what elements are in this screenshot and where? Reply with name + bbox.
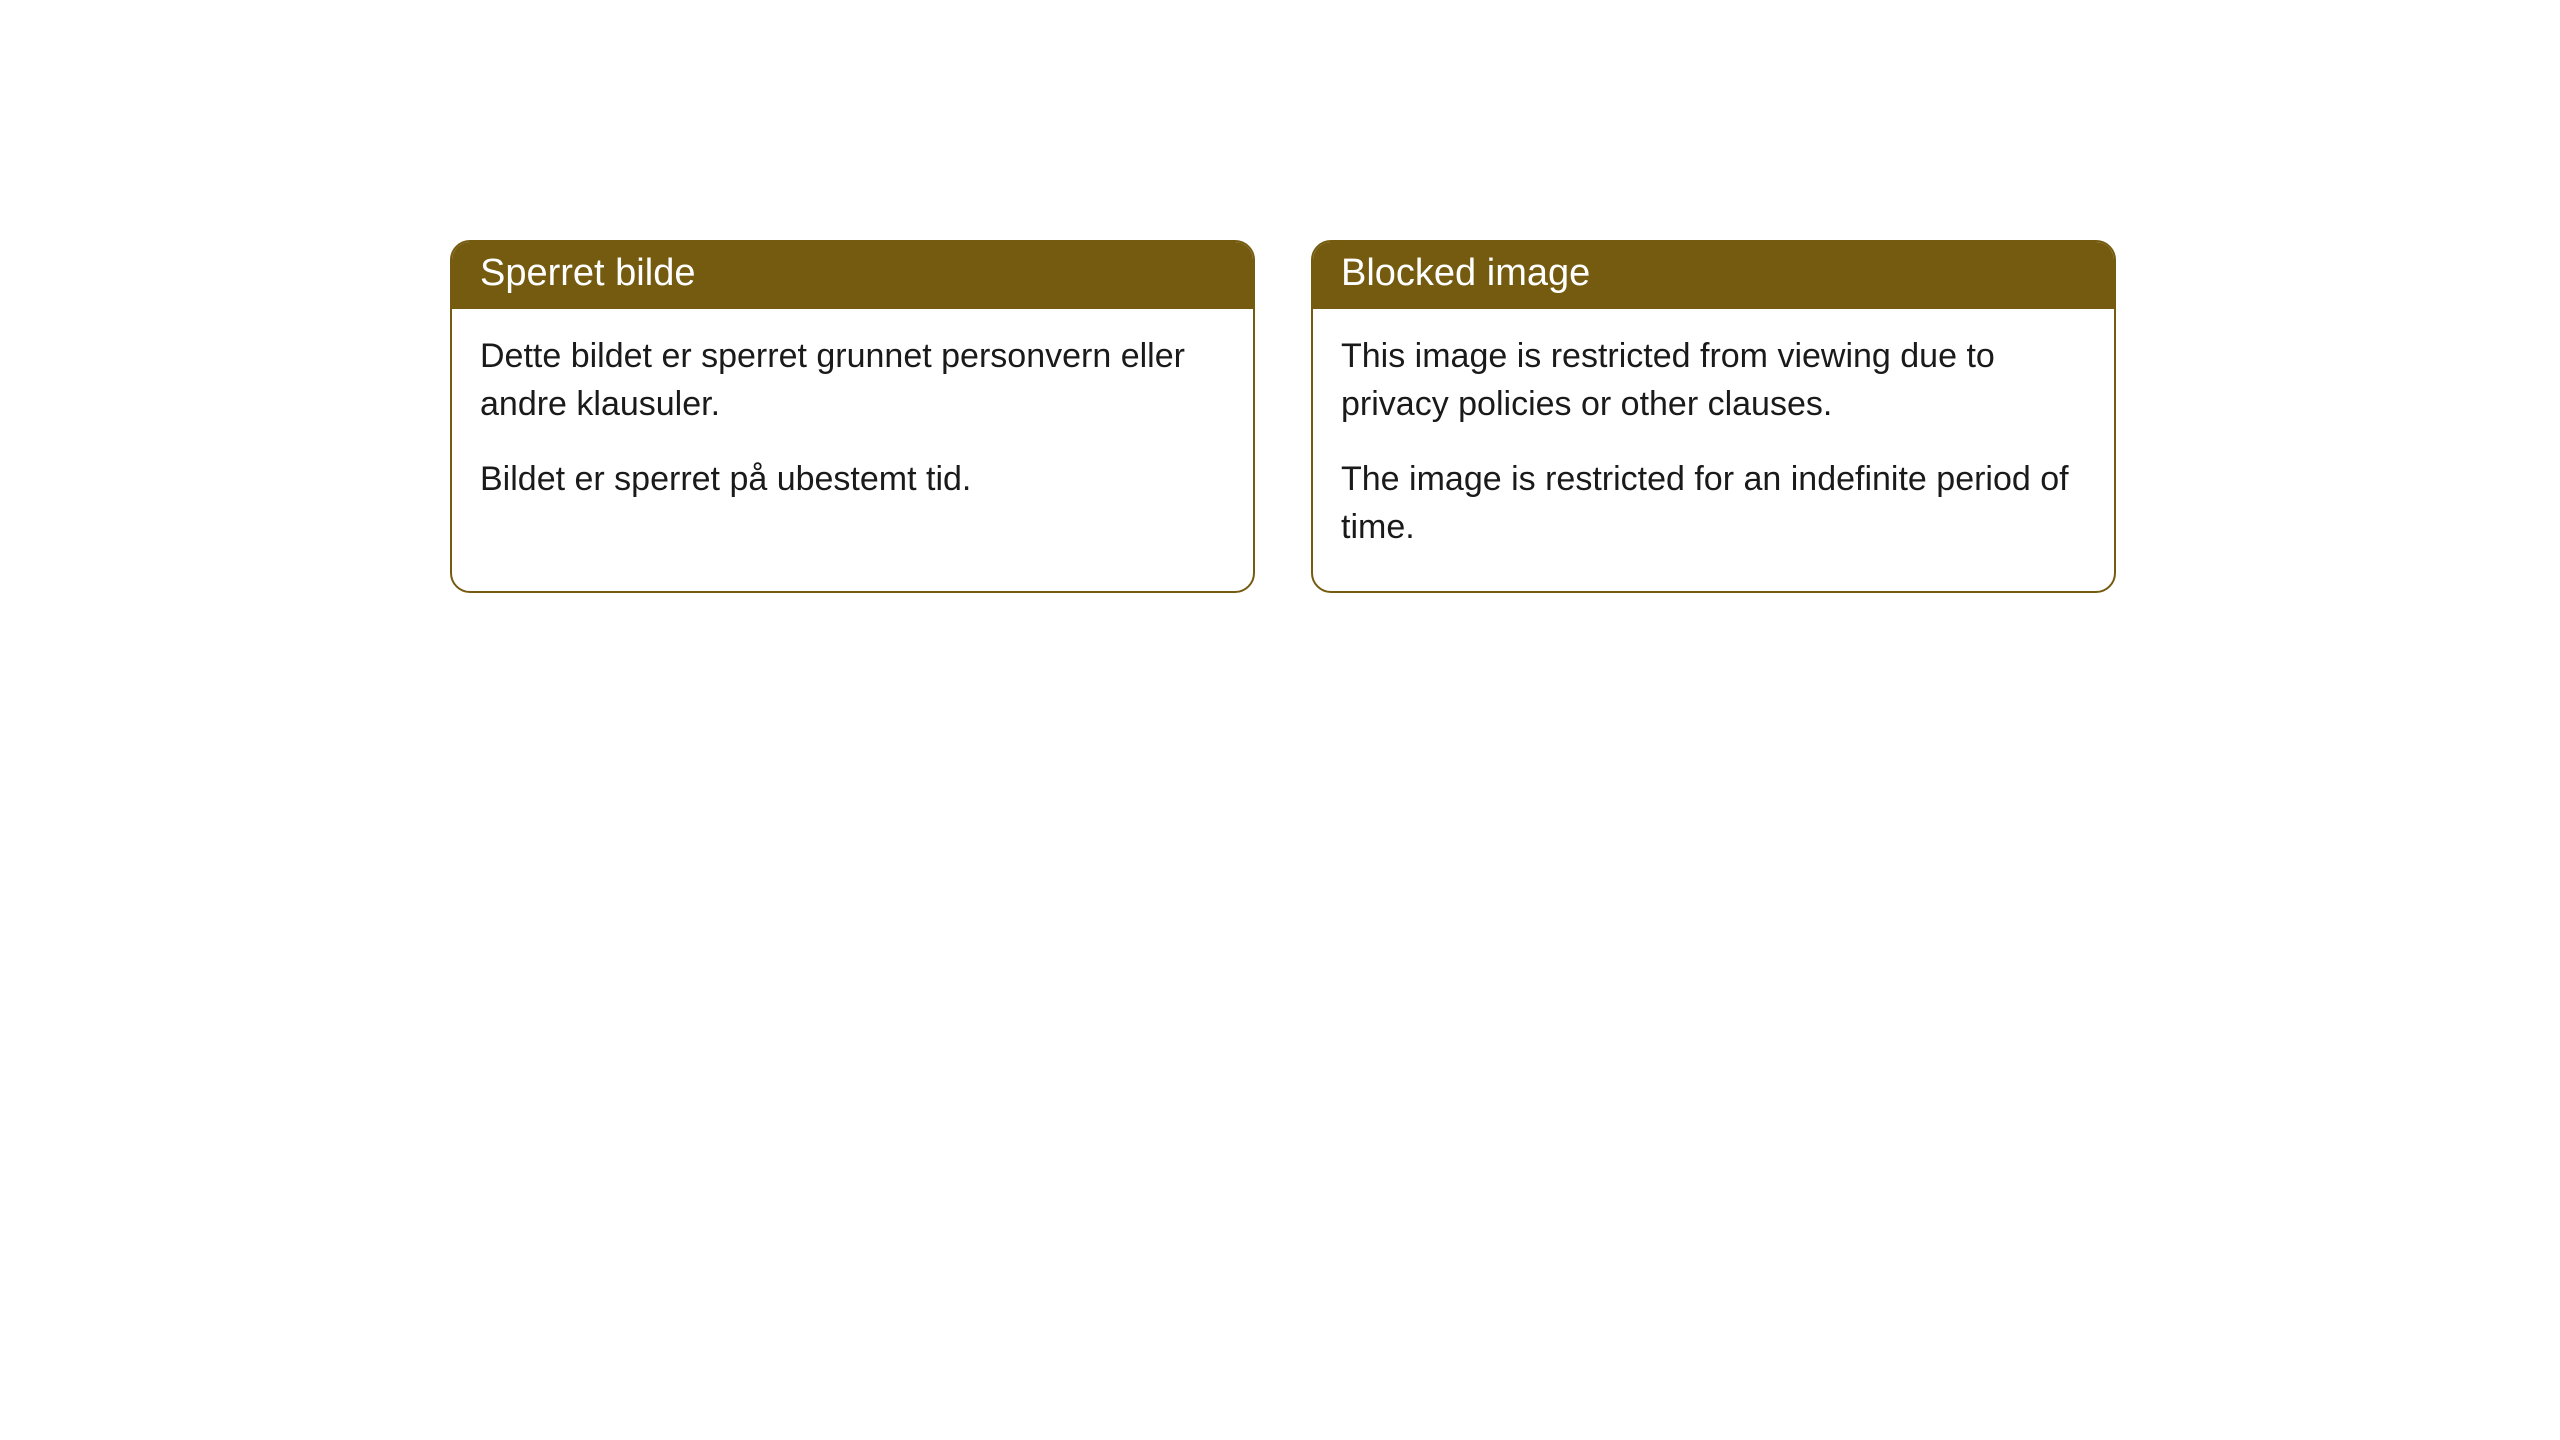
card-title: Sperret bilde xyxy=(480,252,695,294)
card-body-norwegian: Dette bildet er sperret grunnet personve… xyxy=(452,309,1253,544)
card-title: Blocked image xyxy=(1341,252,1590,294)
card-header-norwegian: Sperret bilde xyxy=(452,242,1253,309)
notice-container: Sperret bilde Dette bildet er sperret gr… xyxy=(450,240,2116,593)
card-text-line-2: Bildet er sperret på ubestemt tid. xyxy=(480,456,1225,504)
notice-card-english: Blocked image This image is restricted f… xyxy=(1311,240,2116,593)
notice-card-norwegian: Sperret bilde Dette bildet er sperret gr… xyxy=(450,240,1255,593)
card-text-line-1: This image is restricted from viewing du… xyxy=(1341,333,2086,428)
card-text-line-1: Dette bildet er sperret grunnet personve… xyxy=(480,333,1225,428)
card-body-english: This image is restricted from viewing du… xyxy=(1313,309,2114,591)
card-header-english: Blocked image xyxy=(1313,242,2114,309)
card-text-line-2: The image is restricted for an indefinit… xyxy=(1341,456,2086,551)
